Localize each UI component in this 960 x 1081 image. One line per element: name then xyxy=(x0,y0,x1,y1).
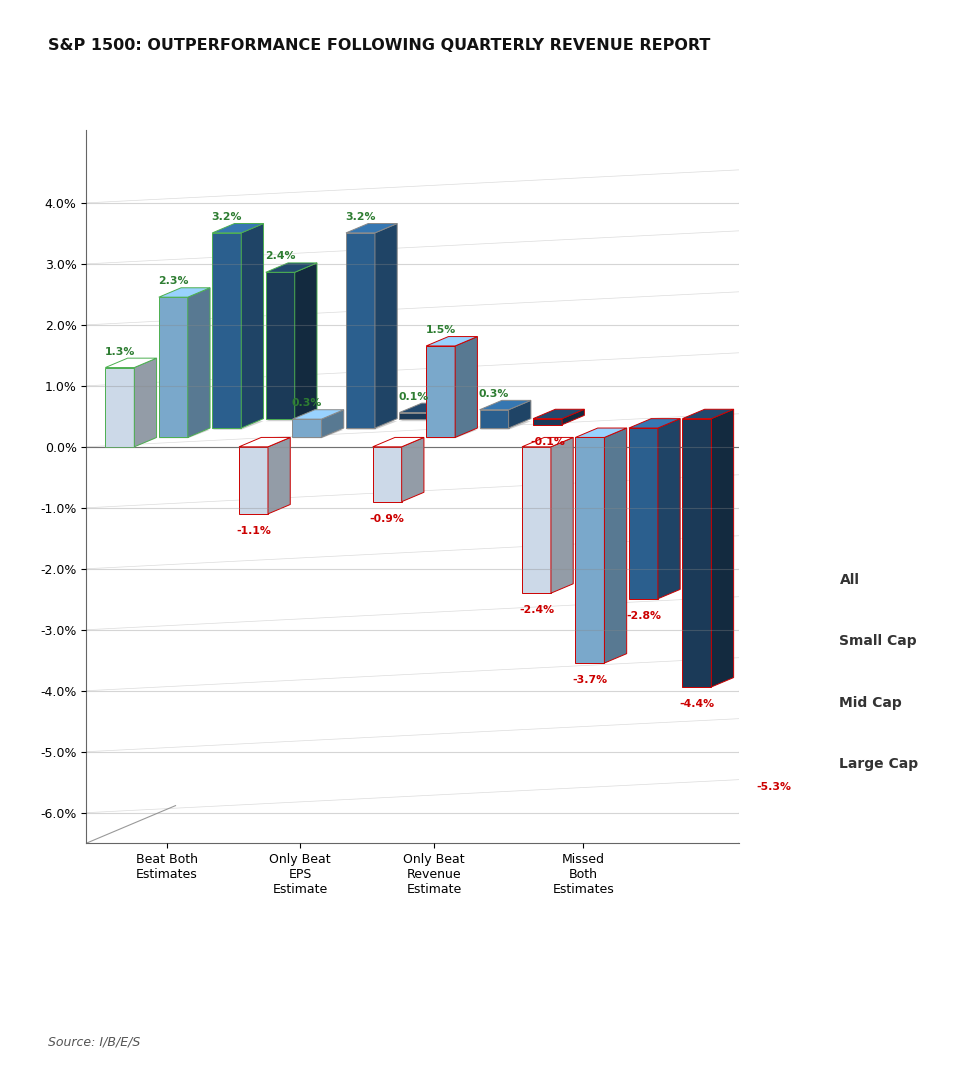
Polygon shape xyxy=(346,422,397,430)
Polygon shape xyxy=(509,400,531,428)
Polygon shape xyxy=(375,224,397,428)
Polygon shape xyxy=(241,224,264,428)
Polygon shape xyxy=(533,418,562,425)
Polygon shape xyxy=(522,438,573,446)
Polygon shape xyxy=(239,438,290,446)
Polygon shape xyxy=(551,438,573,593)
Polygon shape xyxy=(658,418,680,599)
Polygon shape xyxy=(106,358,156,368)
Text: 0.1%: 0.1% xyxy=(398,391,429,401)
Polygon shape xyxy=(295,263,317,418)
Polygon shape xyxy=(158,288,210,297)
Polygon shape xyxy=(346,224,397,232)
Polygon shape xyxy=(522,446,551,593)
Polygon shape xyxy=(629,418,680,428)
Text: Large Cap: Large Cap xyxy=(839,757,919,771)
Polygon shape xyxy=(575,438,605,663)
Polygon shape xyxy=(533,410,585,418)
Polygon shape xyxy=(212,422,264,430)
Text: 1.3%: 1.3% xyxy=(105,347,135,357)
Text: 1.5%: 1.5% xyxy=(425,325,456,335)
Text: 0.3%: 0.3% xyxy=(292,398,323,409)
Text: -5.3%: -5.3% xyxy=(756,783,791,792)
Polygon shape xyxy=(683,410,733,418)
Polygon shape xyxy=(372,446,401,502)
Polygon shape xyxy=(428,403,450,418)
Polygon shape xyxy=(480,422,531,430)
Polygon shape xyxy=(372,438,424,446)
Polygon shape xyxy=(683,413,733,422)
Polygon shape xyxy=(711,410,733,686)
Polygon shape xyxy=(266,413,317,422)
Polygon shape xyxy=(562,410,585,425)
Polygon shape xyxy=(134,358,156,446)
Polygon shape xyxy=(266,263,317,272)
Polygon shape xyxy=(480,410,509,428)
Polygon shape xyxy=(399,403,450,413)
Text: -2.8%: -2.8% xyxy=(626,611,660,620)
Polygon shape xyxy=(106,368,134,446)
Polygon shape xyxy=(212,232,241,428)
Polygon shape xyxy=(293,410,344,419)
Text: Source: I/B/E/S: Source: I/B/E/S xyxy=(48,1036,140,1049)
Polygon shape xyxy=(401,438,424,502)
Polygon shape xyxy=(268,438,290,513)
Text: -4.4%: -4.4% xyxy=(680,699,714,709)
Polygon shape xyxy=(293,430,344,438)
Text: -3.7%: -3.7% xyxy=(572,676,608,685)
Polygon shape xyxy=(239,438,290,446)
Polygon shape xyxy=(605,428,627,663)
Polygon shape xyxy=(426,430,477,438)
Polygon shape xyxy=(346,232,375,428)
Text: 3.2%: 3.2% xyxy=(211,212,242,222)
Polygon shape xyxy=(158,297,188,438)
Polygon shape xyxy=(426,346,455,438)
Polygon shape xyxy=(372,438,424,446)
Text: 2.4%: 2.4% xyxy=(265,251,296,262)
Polygon shape xyxy=(683,418,711,686)
Text: 2.3%: 2.3% xyxy=(158,276,188,286)
Polygon shape xyxy=(399,413,428,418)
Polygon shape xyxy=(480,400,531,410)
Text: All: All xyxy=(839,573,859,587)
Polygon shape xyxy=(106,438,156,446)
Polygon shape xyxy=(629,428,658,599)
Text: -0.1%: -0.1% xyxy=(530,437,565,446)
Text: Mid Cap: Mid Cap xyxy=(839,695,902,709)
Polygon shape xyxy=(426,336,477,346)
Text: Small Cap: Small Cap xyxy=(839,635,917,649)
Polygon shape xyxy=(293,419,322,438)
Text: -0.9%: -0.9% xyxy=(370,513,404,524)
Text: S&P 1500: OUTPERFORMANCE FOLLOWING QUARTERLY REVENUE REPORT: S&P 1500: OUTPERFORMANCE FOLLOWING QUART… xyxy=(48,38,710,53)
Polygon shape xyxy=(533,413,585,422)
Text: -1.1%: -1.1% xyxy=(236,526,271,536)
Polygon shape xyxy=(212,224,264,232)
Polygon shape xyxy=(575,430,627,438)
Polygon shape xyxy=(266,272,295,418)
Polygon shape xyxy=(455,336,477,438)
Text: 0.3%: 0.3% xyxy=(479,389,510,399)
Text: 3.2%: 3.2% xyxy=(346,212,375,222)
Polygon shape xyxy=(188,288,210,438)
Polygon shape xyxy=(239,446,268,513)
Polygon shape xyxy=(575,428,627,438)
Polygon shape xyxy=(522,438,573,446)
Text: -2.4%: -2.4% xyxy=(519,605,554,615)
Polygon shape xyxy=(629,422,680,430)
Polygon shape xyxy=(158,430,210,438)
Polygon shape xyxy=(399,413,450,422)
Polygon shape xyxy=(322,410,344,438)
